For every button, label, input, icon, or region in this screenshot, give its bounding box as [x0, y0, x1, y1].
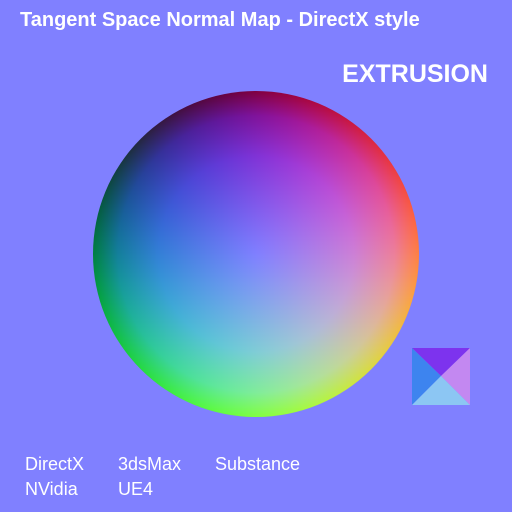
swatch-right-triangle — [441, 348, 470, 405]
extrusion-swatch-icon — [412, 348, 470, 405]
extrusion-label: EXTRUSION — [342, 60, 488, 88]
software-substance: Substance — [215, 454, 301, 474]
software-row-1: DirectX 3dsMax Substance — [25, 452, 300, 477]
swatch-bottom-triangle — [412, 376, 470, 405]
software-3dsmax: 3dsMax — [118, 454, 182, 474]
software-ue4: UE4 — [118, 479, 154, 499]
page-title: Tangent Space Normal Map - DirectX style — [20, 9, 420, 31]
software-nvidia: NVidia — [25, 479, 78, 499]
normal-sphere — [93, 91, 419, 417]
software-list: DirectX 3dsMax Substance NVidia UE4 — [25, 452, 300, 502]
swatch-left-triangle — [412, 348, 441, 405]
software-directx: DirectX — [25, 454, 85, 474]
software-row-2: NVidia UE4 — [25, 477, 300, 502]
swatch-top-triangle — [412, 348, 470, 376]
